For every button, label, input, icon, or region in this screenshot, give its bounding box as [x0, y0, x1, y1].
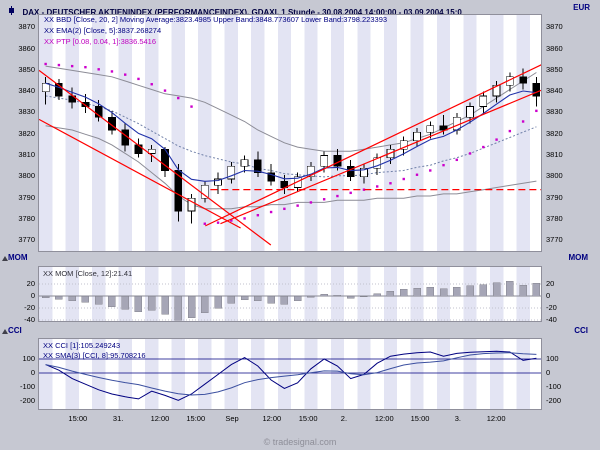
price-chart-svg: [39, 62, 541, 246]
price-axis-label: 3780: [546, 213, 563, 223]
cci-panel-label-left: CCI: [8, 326, 22, 335]
time-axis-label: 3.: [454, 414, 461, 423]
cci-axis-label: -100: [19, 381, 35, 391]
collapse-panel-arrow-icon[interactable]: [2, 256, 8, 261]
time-axis-label: 15:00: [186, 414, 206, 423]
time-axis-label: Sep: [225, 414, 239, 423]
legend-cci[interactable]: XX CCI [1]:105.249243: [43, 341, 121, 350]
currency-label: EUR: [573, 3, 590, 12]
legend-ptp[interactable]: XX PTP [0.08, 0.04, 1]:3836.5416: [44, 37, 157, 46]
trendlines-layer[interactable]: [39, 64, 541, 246]
mom-chart-svg: [39, 280, 541, 321]
time-axis-label: 2.: [340, 414, 348, 423]
chart-title: DAX - DEUTSCHER AKTIENINDEX (PERFORMANCE…: [22, 8, 462, 18]
price-axis-label: 3790: [18, 192, 35, 202]
mom-axis-label: 0: [546, 290, 551, 300]
mom-bars-layer: [41, 280, 541, 321]
cci-axis-label: 100: [22, 353, 35, 363]
cci-line: [45, 350, 537, 401]
mom-axis-label: -20: [24, 302, 35, 312]
watermark: © tradesignal.com: [263, 437, 337, 447]
mom-panel-label-right: MOM: [568, 253, 588, 262]
cci-axis-label: -200: [546, 395, 562, 405]
price-axis-label: 3810: [546, 150, 563, 160]
time-axis-label: 12:00: [486, 414, 506, 423]
mom-axis-label: 0: [30, 290, 35, 300]
legend-cci-sma[interactable]: XX SMA(3) [CCI, 8]:95.708216: [43, 351, 146, 360]
time-axis-label: 12:00: [262, 414, 282, 423]
price-axis-label: 3800: [546, 171, 563, 181]
price-axis-label: 3840: [18, 86, 35, 96]
mom-axis-label: -40: [24, 314, 35, 324]
price-axis-label: 3820: [18, 128, 35, 138]
bollinger-upper-line: [45, 65, 537, 152]
cci-chart-canvas[interactable]: XX CCI [1]:105.249243 XX SMA(3) [CCI, 8]…: [38, 338, 542, 410]
cci-panel-label-right: CCI: [574, 326, 588, 335]
price-chart-canvas[interactable]: [38, 14, 542, 252]
price-axis-label: 3850: [546, 64, 563, 74]
price-axis-label: 3860: [546, 43, 563, 53]
price-axis-label: 3770: [18, 235, 35, 245]
cci-sma-line: [45, 352, 537, 396]
price-axis-label: 3800: [18, 171, 35, 181]
price-axis-label: 3870: [546, 22, 563, 32]
mom-axis-label: 20: [546, 278, 555, 288]
ema-line: [45, 82, 537, 182]
mom-panel-splitter[interactable]: MOM MOM: [0, 253, 600, 265]
cci-axis-label: -200: [19, 395, 35, 405]
cci-axis-label: -100: [546, 381, 562, 391]
time-axis-label: 12:00: [374, 414, 394, 423]
collapse-panel-arrow-icon[interactable]: [2, 329, 8, 334]
price-axis-label: 3780: [18, 213, 35, 223]
legend-bollinger[interactable]: XX BBD [Close, 20, 2] Moving Average:382…: [44, 15, 388, 24]
cci-axis-label: 0: [546, 367, 551, 377]
time-axis-label: 15:00: [410, 414, 430, 423]
price-axis-label: 3860: [18, 43, 35, 53]
price-axis-label: 3870: [18, 22, 35, 32]
price-axis-label: 3790: [546, 192, 563, 202]
price-axis-label: 3830: [18, 107, 35, 117]
cci-axis-label: 100: [546, 353, 559, 363]
cci-chart-svg: [39, 350, 541, 401]
mom-chart-canvas[interactable]: XX MOM [Close, 12]:21.41: [38, 266, 542, 322]
mom-axis-label: 20: [26, 278, 35, 288]
price-axis-label: 3850: [18, 64, 35, 74]
chart-titlebar: DAX - DEUTSCHER AKTIENINDEX (PERFORMANCE…: [8, 2, 462, 17]
time-axis-label: 31.: [112, 414, 124, 423]
price-axis-label: 3770: [546, 235, 563, 245]
bollinger-middle-line: [45, 95, 537, 178]
price-axis-label: 3820: [546, 128, 563, 138]
legend-ema[interactable]: XX EMA(2) [Close, 5]:3837.268274: [44, 26, 162, 35]
candles-layer: [41, 68, 541, 224]
time-axis-label: 15:00: [68, 414, 88, 423]
time-axis-label: 15:00: [298, 414, 318, 423]
mom-axis-label: -20: [546, 302, 557, 312]
time-axis-label: 12:00: [150, 414, 170, 423]
price-axis-label: 3810: [18, 150, 35, 160]
cci-axis-label: 0: [30, 367, 35, 377]
bollinger-lower-line: [45, 125, 537, 210]
mom-axis-label: -40: [546, 314, 557, 324]
mom-panel-label-left: MOM: [8, 253, 28, 262]
legend-mom[interactable]: XX MOM [Close, 12]:21.41: [43, 269, 133, 278]
price-axis-label: 3830: [546, 107, 563, 117]
price-axis-label: 3840: [546, 86, 563, 96]
ptp-dots-layer: [44, 62, 538, 225]
chart-type-icon: [8, 2, 15, 20]
cci-panel-splitter[interactable]: CCI CCI: [0, 326, 600, 338]
